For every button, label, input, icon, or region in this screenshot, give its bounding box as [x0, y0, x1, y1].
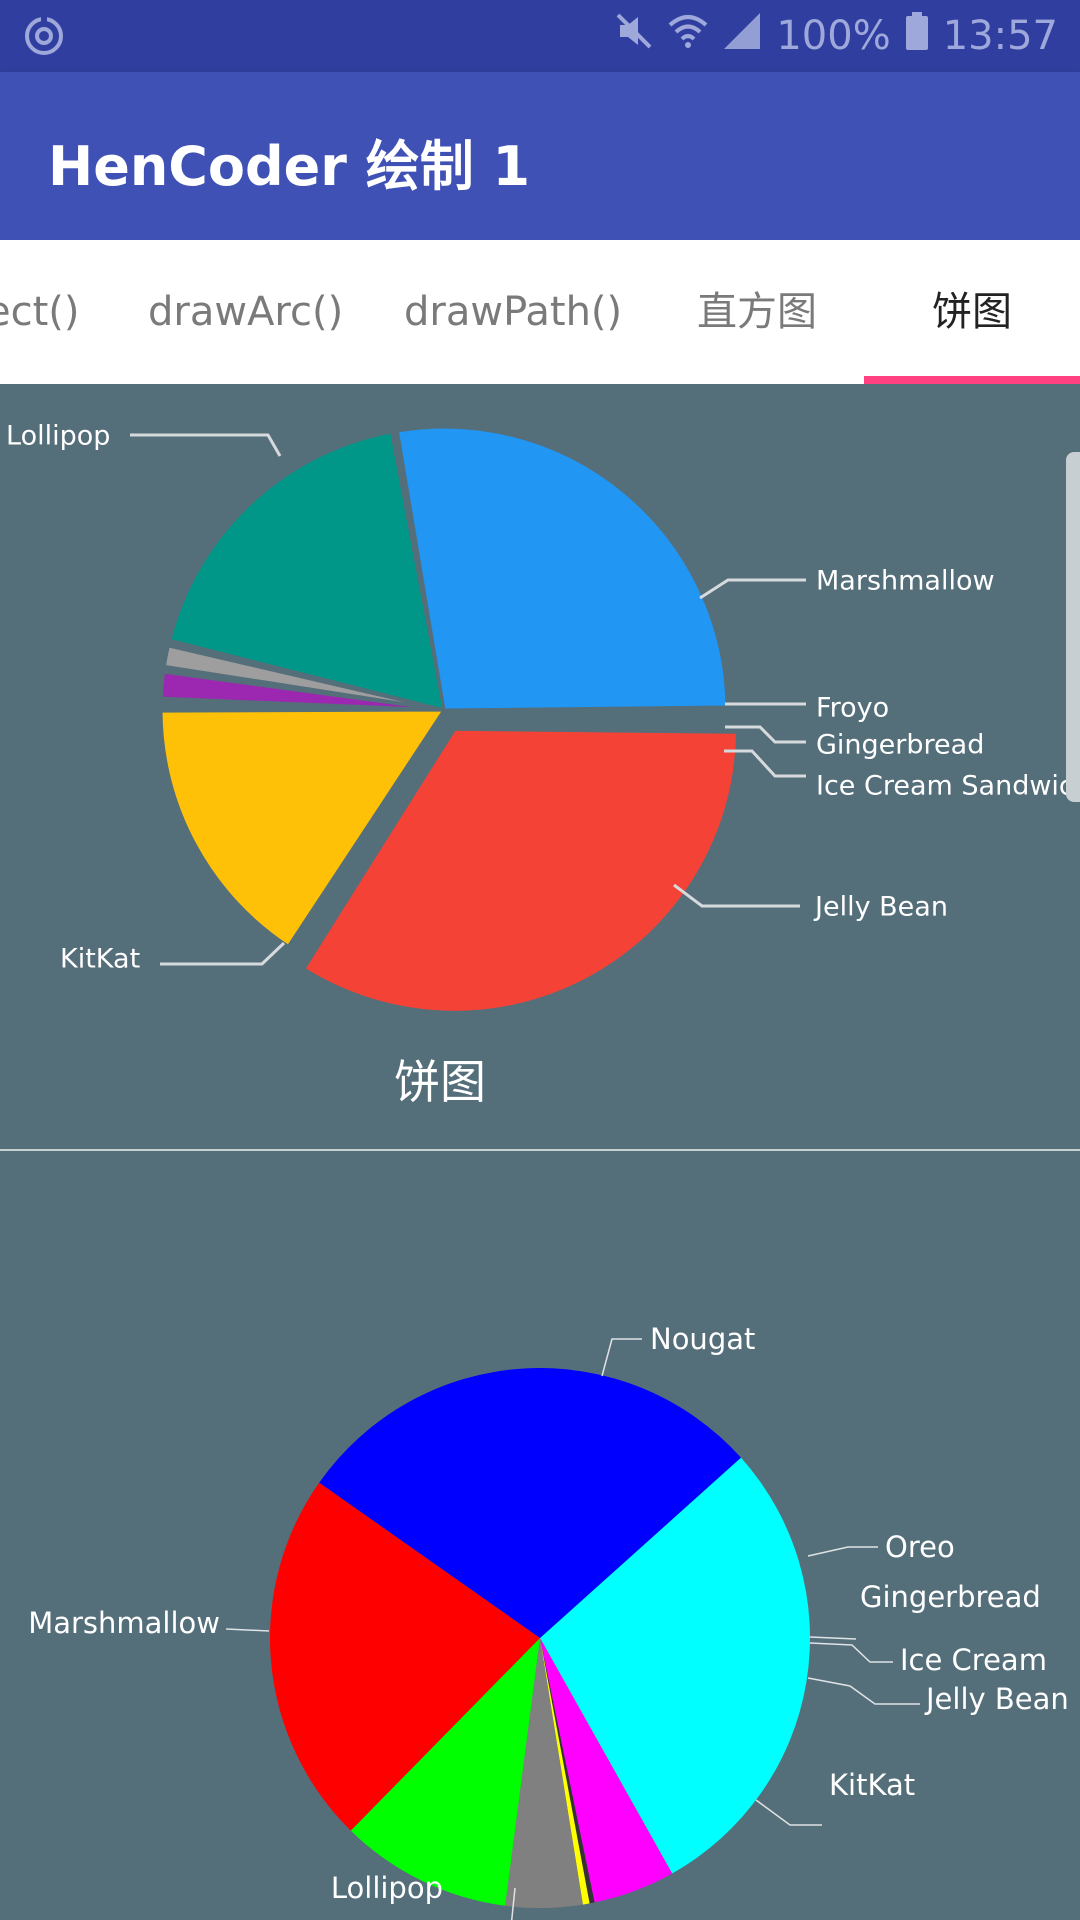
top-leader-jelly-bean: [673, 883, 800, 908]
tab-histogram[interactable]: 直方图: [697, 289, 817, 335]
top-leader-ice-cream-sandwich: [724, 749, 806, 778]
top-label-lollipop: Lollipop: [6, 420, 110, 451]
tab-pie[interactable]: 饼图: [932, 289, 1012, 335]
top-leader-gingerbread: [725, 725, 806, 744]
bottom-leader-lollipop: [510, 1887, 516, 1920]
bottom-label-oreo: Oreo: [885, 1530, 955, 1564]
bottom-leader-ice-cream: [809, 1642, 893, 1663]
wifi-icon: [668, 11, 708, 61]
top-slices: [159, 425, 740, 1014]
clock: 13:57: [942, 13, 1058, 59]
bottom-leader-kitkat: [755, 1799, 822, 1826]
pie-chart-top: 饼图 Lollipop Marshmallow Froyo Gingerbread Ic…: [6, 420, 1080, 1109]
top-slice-marshmallow[interactable]: [159, 708, 447, 949]
tab-bar: ect() drawArc() drawPath() 直方图 饼图: [0, 240, 1080, 384]
battery-icon: [905, 11, 929, 61]
bottom-slice-nougat[interactable]: [540, 1457, 810, 1874]
bottom-slice-kitkat[interactable]: [350, 1638, 540, 1906]
top-leader-kitkat: [160, 941, 286, 966]
app-title: HenCoder 绘制 1: [48, 135, 531, 198]
bottom-slice-ice-cream[interactable]: [540, 1638, 590, 1905]
bottom-label-kitkat: KitKat: [829, 1768, 915, 1802]
top-slice-lollipop[interactable]: [301, 727, 740, 1014]
scrollbar[interactable]: [1066, 452, 1080, 802]
bottom-label-marshmallow: Marshmallow: [28, 1606, 220, 1640]
top-leader-lollipop: [130, 433, 282, 457]
sync-icon: [22, 14, 66, 58]
bottom-leader-gingerbread: [809, 1636, 857, 1640]
pie-caption: 饼图: [394, 1055, 486, 1109]
bottom-label-ice-cream: Ice Cream: [900, 1643, 1047, 1677]
status-bar: 100% 13:57: [0, 0, 1080, 72]
bottom-label-jelly-bean: Jelly Bean: [924, 1682, 1069, 1716]
tab-drawrect[interactable]: ect(): [0, 289, 80, 335]
signal-icon: [722, 11, 762, 61]
tab-drawpath[interactable]: drawPath(): [404, 289, 623, 335]
top-slice-kitkat[interactable]: [395, 425, 729, 712]
top-label-ice-cream-sandwich: Ice Cream Sandwich: [816, 770, 1080, 801]
top-label-jelly-bean: Jelly Bean: [813, 891, 948, 922]
bottom-slice-gingerbread[interactable]: [540, 1638, 595, 1904]
top-slice-gingerbread[interactable]: [159, 670, 445, 712]
tab-indicator: [864, 376, 1080, 384]
bottom-leader-nougat: [601, 1338, 642, 1377]
bottom-leader-jelly-bean: [807, 1677, 920, 1705]
bottom-label-gingerbread: Gingerbread: [860, 1580, 1041, 1614]
top-label-marshmallow: Marshmallow: [816, 565, 995, 596]
top-slice-jelly-bean[interactable]: [167, 430, 446, 713]
bottom-slice-jelly-bean[interactable]: [505, 1638, 583, 1908]
top-label-gingerbread: Gingerbread: [816, 729, 984, 760]
bottom-slices: [269, 1368, 810, 1908]
bottom-leader-marshmallow: [225, 1628, 270, 1632]
bottom-label-nougat: Nougat: [650, 1322, 755, 1356]
bottom-slice-lollipop[interactable]: [269, 1482, 540, 1831]
mute-icon: [614, 11, 654, 61]
app-bar: HenCoder 绘制 1: [0, 72, 1080, 240]
top-label-kitkat: KitKat: [60, 943, 140, 974]
divider: [0, 1149, 1080, 1151]
bottom-slice-marshmallow[interactable]: [319, 1368, 741, 1638]
top-slice-ice-cream-sandwich[interactable]: [162, 644, 445, 712]
content-area: 饼图 Lollipop Marshmallow Froyo Gingerbread Ic…: [0, 384, 1080, 1920]
top-label-froyo: Froyo: [816, 692, 889, 723]
bottom-leader-oreo: [807, 1546, 878, 1557]
bottom-label-lollipop: Lollipop: [331, 1871, 443, 1905]
tab-drawarc[interactable]: drawArc(): [148, 289, 344, 335]
pie-chart-bottom: Nougat Oreo Gingerbread Ice Cream Jelly Bean…: [28, 1322, 1069, 1920]
top-leader-marshmallow: [699, 578, 806, 600]
bottom-slice-oreo[interactable]: [540, 1638, 673, 1903]
battery-percent: 100%: [776, 13, 891, 59]
